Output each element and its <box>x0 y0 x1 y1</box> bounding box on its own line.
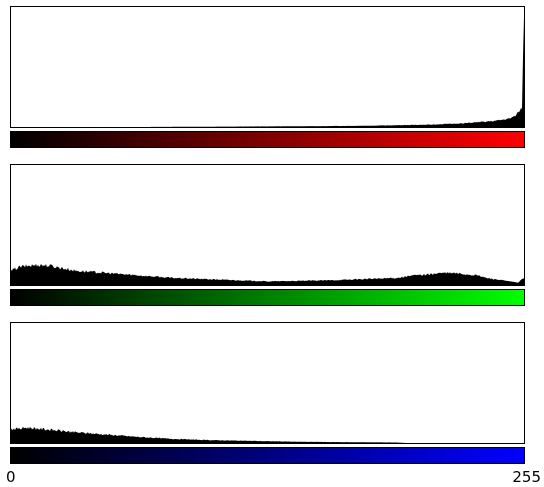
x-axis-max-label: 255 <box>512 468 541 486</box>
blue-histogram-frame <box>10 322 525 444</box>
x-axis-min-label: 0 <box>6 468 16 486</box>
green-histogram-frame <box>10 164 525 286</box>
blue-gradient-bar <box>10 447 525 464</box>
blue-histogram-panel <box>10 322 525 464</box>
red-gradient-bar <box>10 131 525 148</box>
red-histogram-frame <box>10 6 525 128</box>
red-histogram-panel <box>10 6 525 148</box>
green-gradient-bar <box>10 289 525 306</box>
green-histogram-area <box>11 263 524 285</box>
green-histogram-panel <box>10 164 525 306</box>
blue-histogram-area <box>11 426 524 443</box>
